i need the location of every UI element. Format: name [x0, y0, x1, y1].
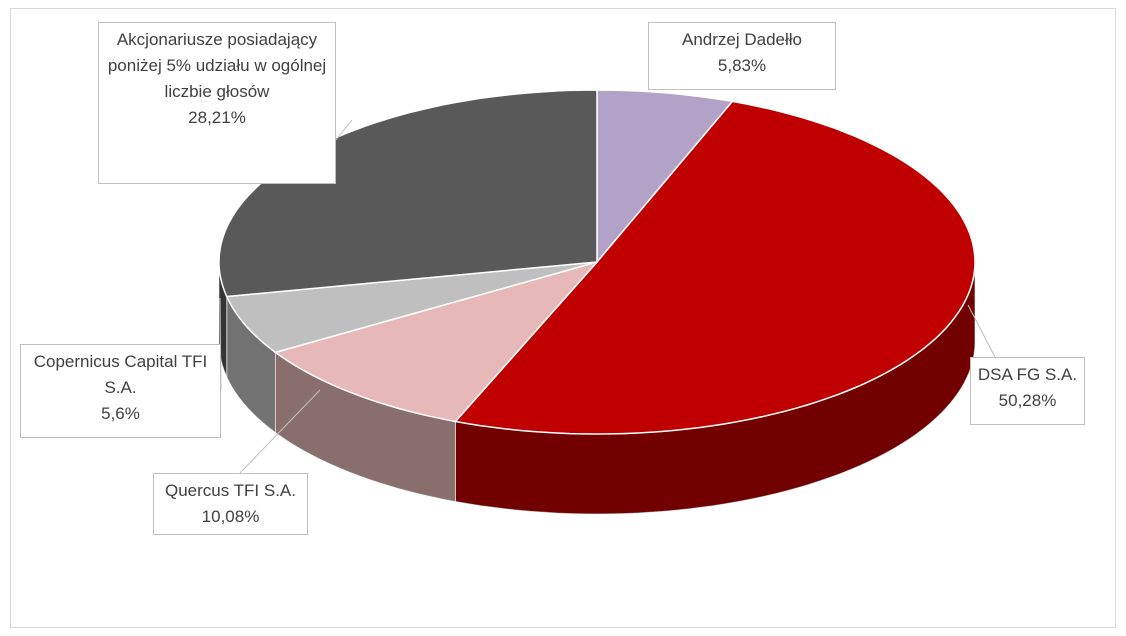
- sides: [218, 261, 976, 515]
- label-name: Andrzej Dadełło: [681, 30, 802, 49]
- label-name: DSA FG S.A.: [977, 365, 1078, 384]
- data-label: Quercus TFI S.A. 10,08%: [153, 473, 308, 535]
- leader-line: [967, 304, 996, 358]
- leader-line: [335, 119, 353, 141]
- leader-line: [239, 389, 321, 474]
- data-label: Akcjonariusze posiadający poniżej 5% udz…: [98, 22, 336, 184]
- data-label: Copernicus Capital TFI S.A. 5,6%: [20, 344, 221, 438]
- label-value: 10,08%: [201, 507, 260, 526]
- data-label: DSA FG S.A. 50,28%: [970, 357, 1085, 425]
- slice-side-shade: [455, 262, 975, 514]
- label-value: 5,6%: [101, 404, 140, 423]
- label-value: 28,21%: [188, 108, 246, 127]
- slice-side-shade: [226, 296, 276, 433]
- slice: [273, 260, 600, 423]
- slice: [225, 261, 598, 354]
- chart-frame: [10, 8, 1116, 628]
- data-label: Andrzej Dadełło 5,83%: [648, 22, 836, 90]
- label-value: 50,28%: [998, 391, 1057, 410]
- label-value: 5,83%: [717, 56, 767, 75]
- label-name: Quercus TFI S.A.: [164, 481, 296, 500]
- slice: [453, 100, 976, 435]
- label-name: Copernicus Capital TFI S.A.: [33, 352, 208, 397]
- label-name: Akcjonariusze posiadający poniżej 5% udz…: [107, 30, 327, 101]
- tops: [218, 89, 976, 435]
- slice: [596, 89, 734, 265]
- slice-side-shade: [275, 352, 456, 502]
